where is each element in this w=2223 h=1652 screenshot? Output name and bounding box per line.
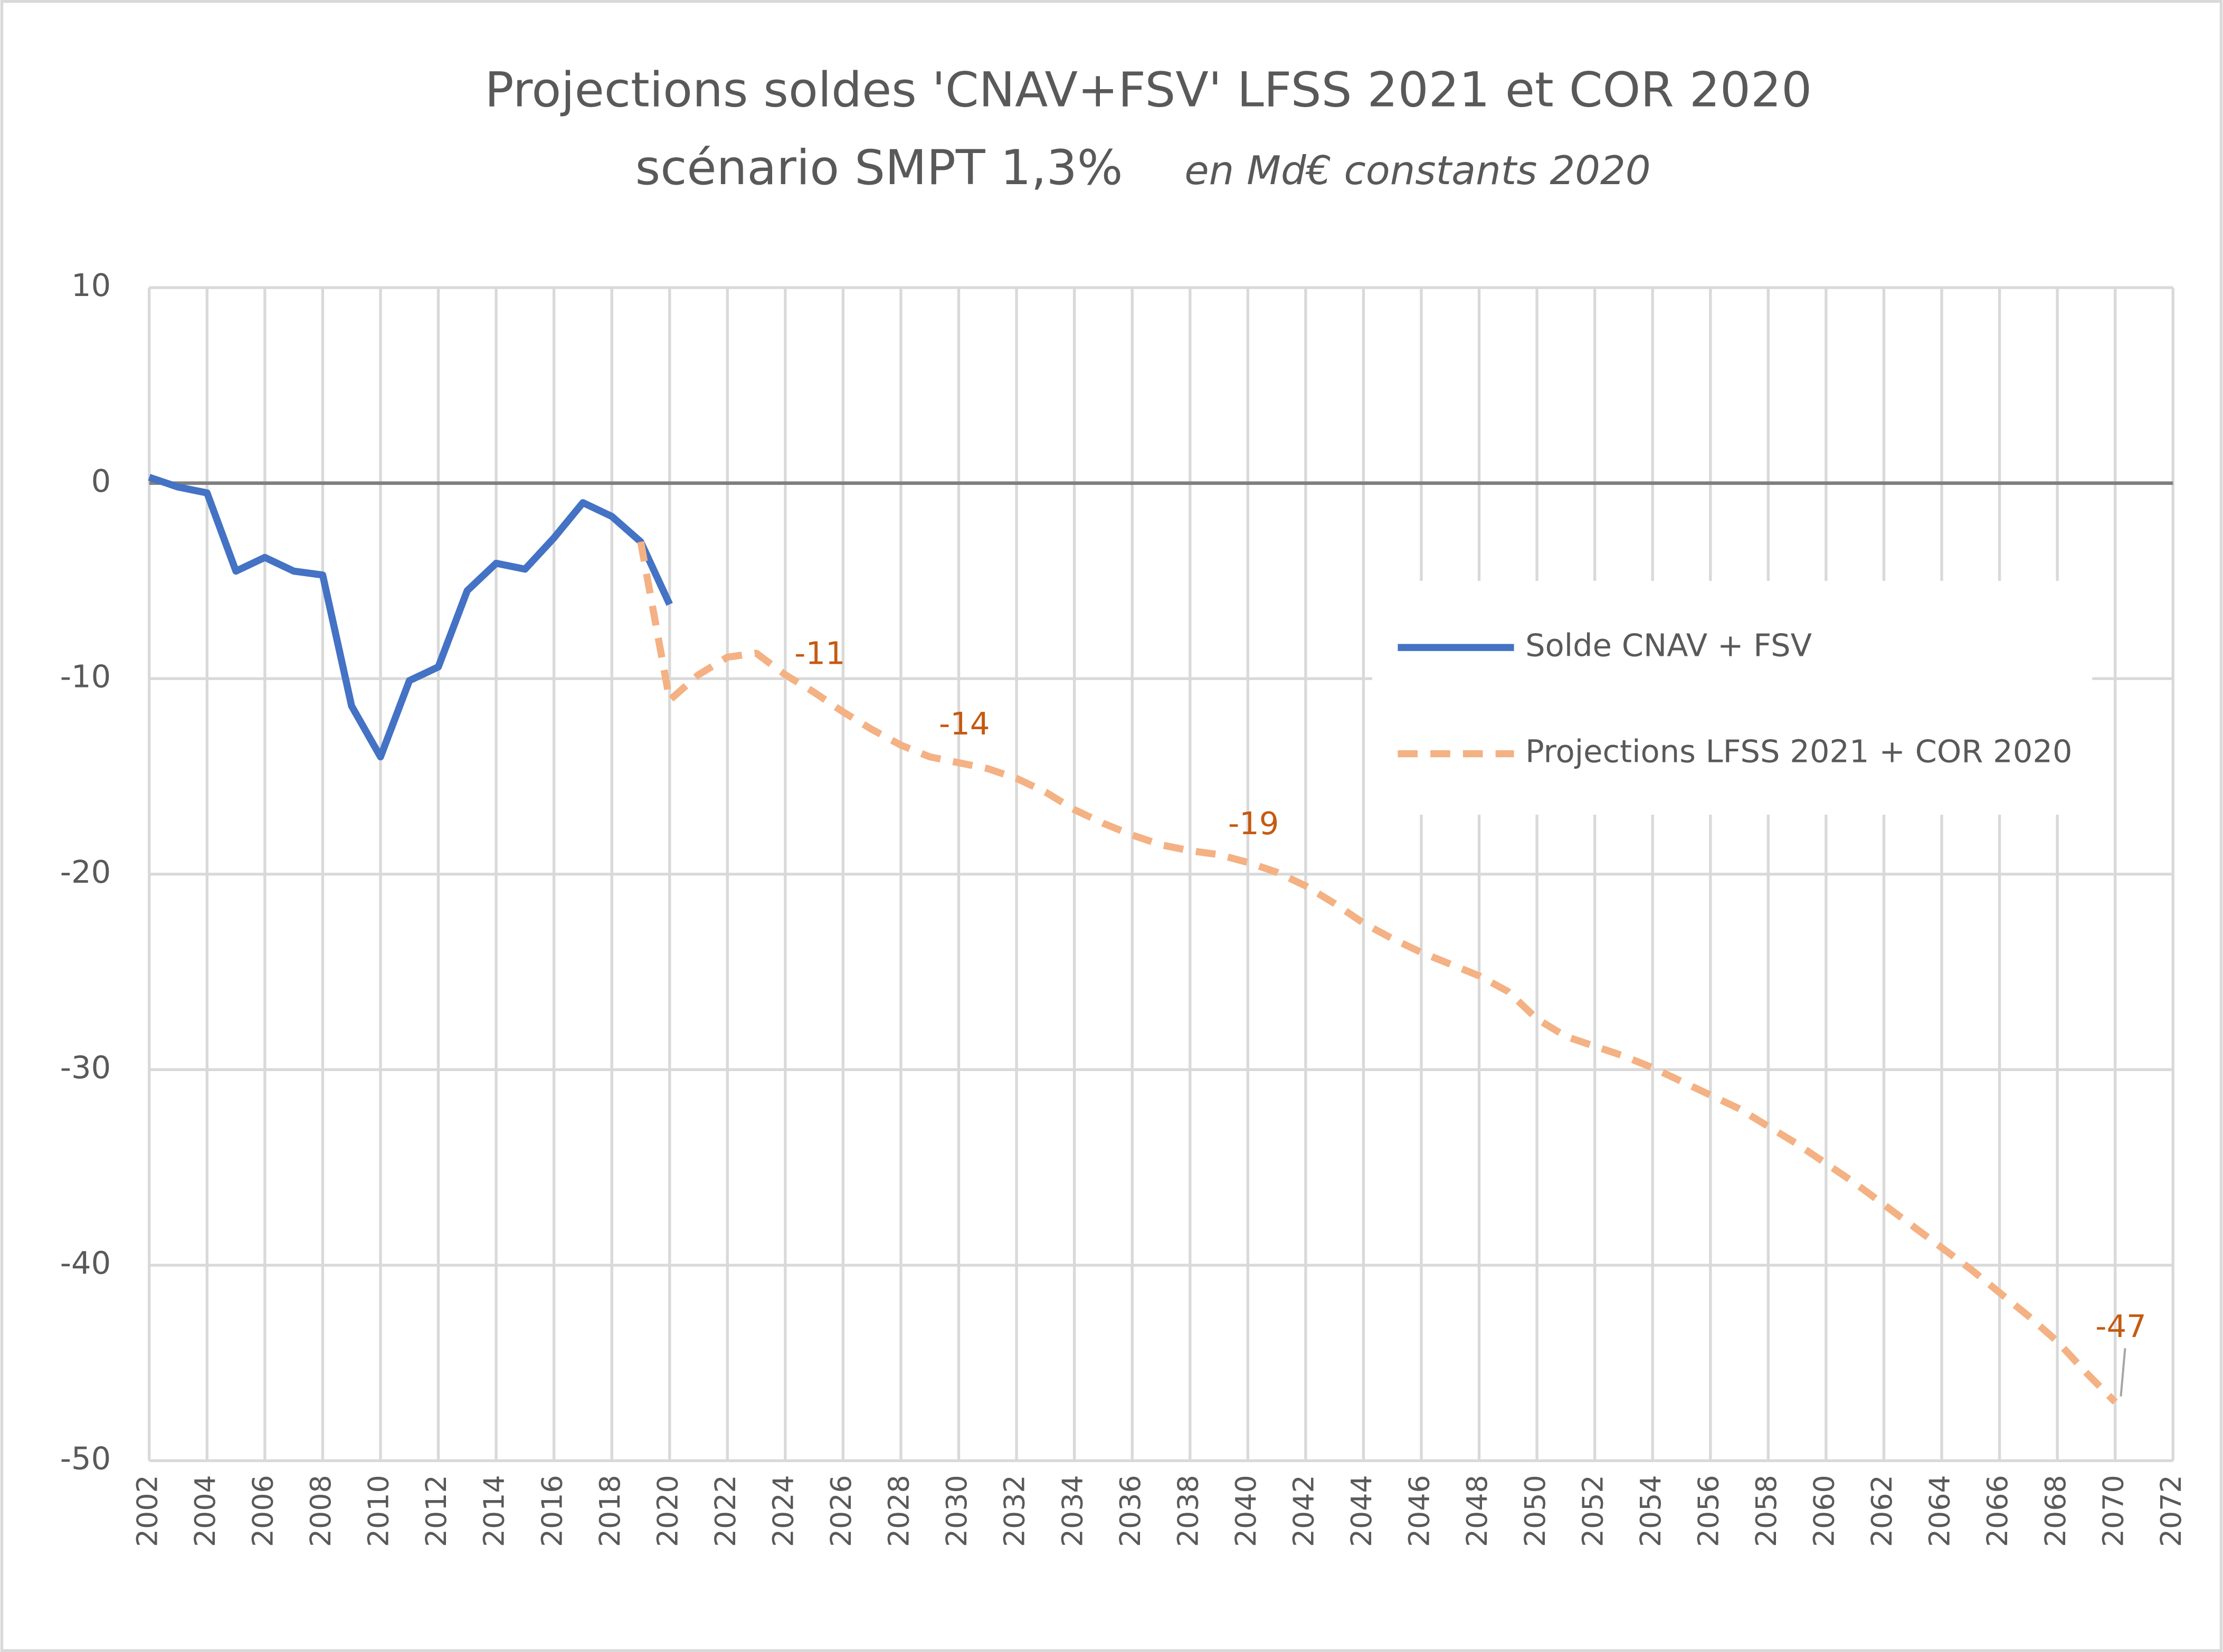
x-tick-label: 2046 (1403, 1475, 1436, 1547)
x-tick-label: 2028 (882, 1475, 916, 1547)
y-tick-label: -20 (60, 854, 111, 890)
x-tick-label: 2030 (940, 1475, 973, 1547)
x-tick-label: 2008 (304, 1475, 337, 1547)
x-tick-label: 2070 (2096, 1475, 2130, 1547)
x-tick-label: 2058 (1750, 1475, 1783, 1547)
chart-title: Projections soldes 'CNAV+FSV' LFSS 2021 … (484, 61, 1812, 118)
x-tick-label: 2018 (593, 1475, 626, 1547)
legend-label: Solde CNAV + FSV (1525, 627, 1812, 663)
legend-label: Projections LFSS 2021 + COR 2020 (1525, 733, 2072, 770)
x-tick-label: 2040 (1229, 1475, 1262, 1547)
x-tick-label: 2068 (2039, 1475, 2072, 1547)
x-tick-label: 2042 (1287, 1475, 1320, 1547)
data-line (637, 541, 2118, 1405)
x-tick-label: 2054 (1634, 1475, 1667, 1547)
x-tick-label: 2002 (130, 1475, 164, 1547)
x-tick-label: 2044 (1345, 1475, 1378, 1547)
x-tick-label: 2072 (2154, 1475, 2188, 1547)
x-tick-label: 2020 (651, 1475, 684, 1547)
x-tick-label: 2062 (1865, 1475, 1898, 1547)
x-tick-label: 2026 (824, 1475, 858, 1547)
x-tick-label: 2012 (420, 1475, 453, 1547)
y-tick-label: -30 (60, 1049, 111, 1085)
x-tick-label: 2004 (188, 1475, 222, 1547)
x-tick-label: 2010 (362, 1475, 395, 1547)
x-tick-label: 2016 (535, 1475, 568, 1547)
x-tick-label: 2038 (1171, 1475, 1204, 1547)
data-line (148, 474, 673, 761)
y-tick-label: 0 (91, 463, 111, 499)
x-tick-label: 2006 (246, 1475, 279, 1547)
y-tick-label: -40 (60, 1245, 111, 1281)
data-label: -11 (794, 635, 845, 671)
data-label: -47 (2095, 1308, 2146, 1344)
data-label: -19 (1228, 805, 1279, 842)
chart-subtitle: scénario SMPT 1,3% (635, 139, 1123, 196)
x-tick-label: 2024 (766, 1475, 800, 1547)
y-tick-label: 10 (71, 267, 111, 303)
y-tick-label: -10 (60, 658, 111, 694)
x-tick-label: 2056 (1692, 1475, 1725, 1547)
unit-note: en Md€ constants 2020 (1184, 147, 1650, 194)
x-tick-label: 2036 (1114, 1475, 1147, 1547)
x-tick-label: 2022 (709, 1475, 742, 1547)
x-tick-label: 2032 (998, 1475, 1031, 1547)
x-tick-label: 2050 (1518, 1475, 1552, 1547)
y-tick-label: -50 (60, 1440, 111, 1477)
x-tick-label: 2064 (1923, 1475, 1956, 1547)
x-tick-label: 2060 (1808, 1475, 1841, 1547)
x-tick-label: 2052 (1576, 1475, 1609, 1547)
data-label: -14 (939, 705, 990, 742)
x-tick-label: 2034 (1056, 1475, 1089, 1547)
x-tick-label: 2066 (1981, 1475, 2014, 1547)
x-tick-label: 2048 (1460, 1475, 1494, 1547)
legend-box (1372, 580, 2093, 815)
label-leader (2120, 1348, 2126, 1397)
x-tick-label: 2014 (478, 1475, 511, 1547)
